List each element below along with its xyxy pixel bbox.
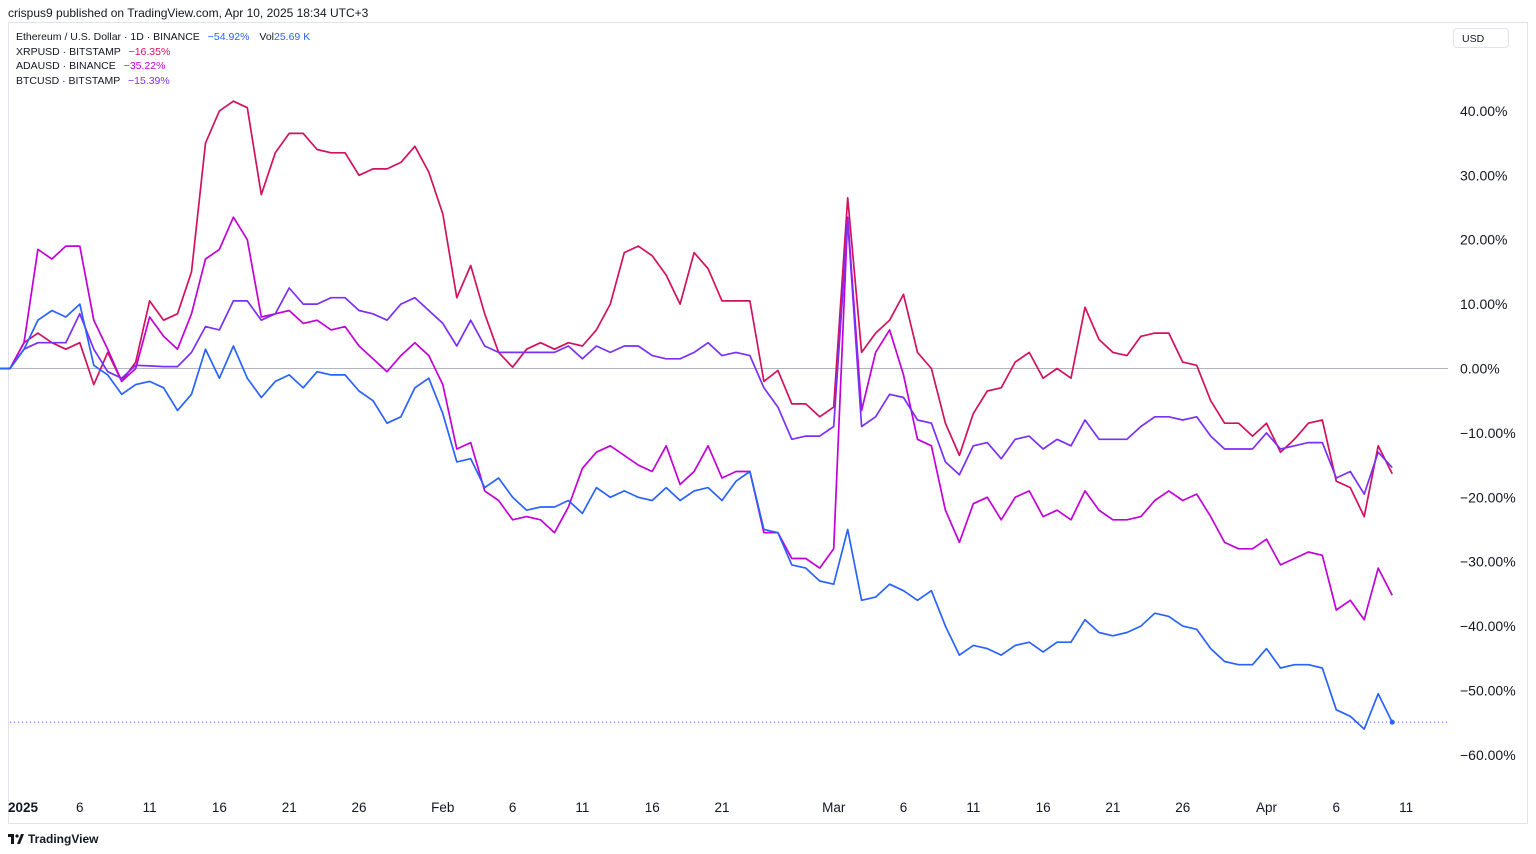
x-tick-label: 6 (509, 800, 517, 815)
legend-change: −15.39% (127, 74, 170, 87)
legend-name: Ethereum / U.S. Dollar · 1D · BINANCE (16, 31, 200, 43)
y-tick-label: 10.00% (1460, 296, 1507, 312)
x-tick-label: 26 (1175, 800, 1190, 815)
x-tick-label: 26 (352, 800, 367, 815)
x-tick-label: 6 (900, 800, 908, 815)
x-tick-label: 11 (1399, 800, 1413, 815)
x-tick-label: 16 (645, 800, 660, 815)
legend-name: XRPUSD · BITSTAMP (16, 45, 121, 58)
legend-name: BTCUSD · BITSTAMP (16, 74, 121, 87)
tradingview-icon (8, 834, 24, 844)
legend-row-eth[interactable]: Ethereum / U.S. Dollar · 1D · BINANCE −5… (16, 30, 310, 45)
y-tick-label: −10.00% (1460, 425, 1516, 441)
x-tick-label: Apr (1256, 800, 1278, 815)
legend-vol-label: Vol (259, 31, 274, 43)
series-line-ethusd (0, 303, 1393, 730)
legend-change: −16.35% (128, 45, 171, 58)
y-tick-label: −30.00% (1460, 554, 1516, 570)
legend-name: ADAUSD · BINANCE (16, 60, 116, 72)
y-tick-label: 20.00% (1460, 232, 1507, 248)
x-tick-label: 21 (1105, 800, 1120, 815)
series-line-xrpusd (0, 100, 1393, 518)
brand-label: TradingView (28, 832, 99, 846)
x-tick-label: Mar (822, 800, 846, 815)
y-tick-label: 30.00% (1460, 167, 1507, 183)
y-tick-label: −50.00% (1460, 683, 1516, 699)
legend-row-ada[interactable]: ADAUSD · BINANCE −35.22% (16, 59, 310, 74)
legend-vol-value: 25.69 K (274, 31, 311, 43)
last-point-dot (1389, 719, 1395, 725)
y-tick-label: −40.00% (1460, 618, 1516, 634)
x-tick-label: 21 (282, 800, 297, 815)
x-tick-label: 6 (1333, 800, 1341, 815)
y-tick-label: 40.00% (1460, 103, 1507, 119)
series-line-adausd (0, 216, 1393, 621)
publish-info: crispus9 published on TradingView.com, A… (8, 6, 369, 20)
x-tick-label: 11 (966, 800, 980, 815)
x-tick-label: 11 (575, 800, 589, 815)
y-tick-label: 0.00% (1460, 361, 1500, 377)
x-tick-label: 2025 (8, 800, 39, 815)
x-tick-label: 6 (76, 800, 84, 815)
x-tick-label: 16 (1036, 800, 1051, 815)
legend-change: −54.92% (207, 31, 250, 43)
legend-row-btc[interactable]: BTCUSD · BITSTAMP −15.39% (16, 74, 310, 89)
currency-button[interactable]: USD (1453, 28, 1509, 48)
x-tick-label: 16 (212, 800, 227, 815)
y-tick-label: −20.00% (1460, 489, 1516, 505)
y-tick-label: −60.00% (1460, 747, 1516, 763)
chart-frame (8, 22, 1528, 824)
series-line-btcusd (0, 219, 1393, 495)
x-tick-label: 11 (143, 800, 157, 815)
tradingview-logo[interactable]: TradingView (8, 832, 98, 846)
legend-change: −35.22% (123, 60, 166, 72)
legend: Ethereum / U.S. Dollar · 1D · BINANCE −5… (16, 30, 310, 88)
x-tick-label: 21 (715, 800, 730, 815)
legend-row-xrp[interactable]: XRPUSD · BITSTAMP −16.35% (16, 45, 310, 60)
x-tick-label: Feb (431, 800, 454, 815)
